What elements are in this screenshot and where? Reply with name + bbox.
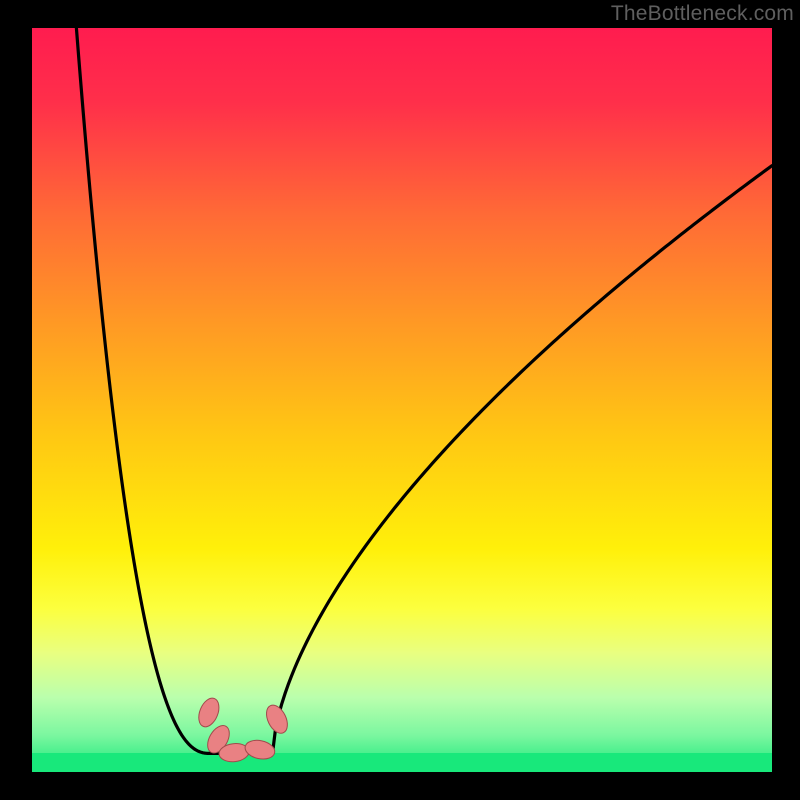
watermark-text: TheBottleneck.com: [611, 2, 794, 26]
curve-marker: [243, 738, 276, 762]
chart-stage: TheBottleneck.com: [0, 0, 800, 800]
curve-marker: [195, 695, 223, 730]
marker-layer: [32, 28, 772, 772]
marker-group: [195, 695, 292, 763]
plot-area: [32, 28, 772, 772]
curve-marker: [262, 702, 291, 737]
